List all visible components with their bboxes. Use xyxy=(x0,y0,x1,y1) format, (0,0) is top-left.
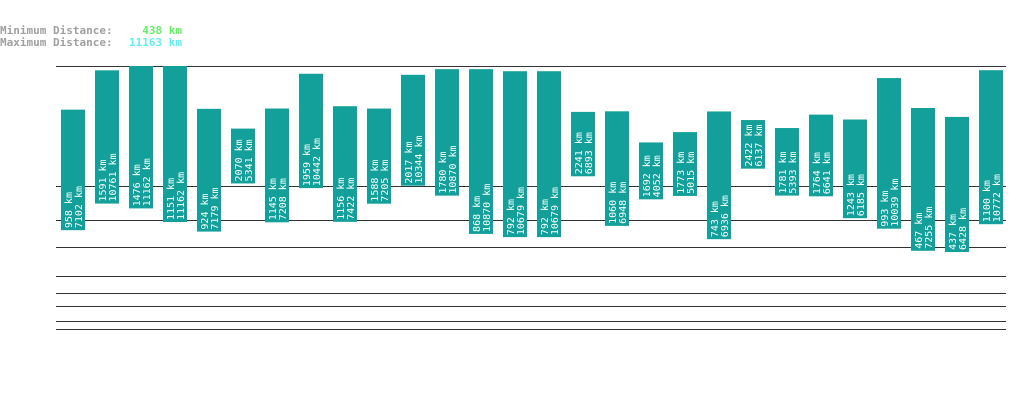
low-label: 1243 km xyxy=(846,174,857,216)
low-label: 1959 km xyxy=(302,144,313,186)
bar xyxy=(673,132,697,196)
high-label: 10442 km xyxy=(312,138,323,186)
low-label: 1156 km xyxy=(336,178,347,220)
high-label: 5015 km xyxy=(686,152,697,194)
high-label: 7179 km xyxy=(210,187,221,229)
low-label: 1151 km xyxy=(166,178,177,220)
bar xyxy=(571,111,595,177)
high-label: 6137 km xyxy=(754,125,765,167)
low-label: 958 km xyxy=(64,192,75,228)
low-label: 2017 km xyxy=(404,142,415,184)
high-label: 7422 km xyxy=(346,178,357,220)
low-label: 1476 km xyxy=(132,164,143,206)
summary-value: 11163 km xyxy=(129,36,182,49)
bar xyxy=(197,108,221,232)
high-label: 4052 km xyxy=(652,155,663,197)
bar xyxy=(163,66,187,223)
high-label: 7102 km xyxy=(74,186,85,228)
summary-label: Maximum Distance: xyxy=(0,36,113,49)
high-label: 10772 km xyxy=(992,174,1003,222)
low-label: 868 km xyxy=(472,196,483,232)
high-label: 6641 km xyxy=(822,152,833,194)
high-label: 5341 km xyxy=(244,139,255,181)
bar xyxy=(435,69,459,196)
high-label: 11162 km xyxy=(142,158,153,206)
high-label: 6185 km xyxy=(856,174,867,216)
low-label: 2422 km xyxy=(744,125,755,167)
high-label: 6428 km xyxy=(958,208,969,250)
bar xyxy=(367,108,391,204)
high-label: 6948 km xyxy=(618,182,629,224)
bar xyxy=(639,142,663,200)
bar xyxy=(979,70,1003,225)
high-label: 10039 km xyxy=(890,179,901,227)
low-label: 1060 km xyxy=(608,182,619,224)
high-label: 10344 km xyxy=(414,136,425,184)
bar xyxy=(605,111,629,226)
summary-label: Minimum Distance: xyxy=(0,24,113,37)
high-label: 10679 km xyxy=(550,187,561,235)
high-label: 7208 km xyxy=(278,178,289,220)
high-label: 10679 km xyxy=(516,187,527,235)
high-label: 6936 km xyxy=(720,195,731,237)
low-label: 2241 km xyxy=(574,132,585,174)
high-label: 7205 km xyxy=(380,160,391,202)
high-label: 10761 km xyxy=(108,153,119,201)
low-label: 792 km xyxy=(540,199,551,235)
high-label: 7255 km xyxy=(924,207,935,249)
low-label: 2070 km xyxy=(234,139,245,181)
bar xyxy=(61,109,85,231)
bar xyxy=(707,111,731,240)
summary-value: 438 km xyxy=(142,24,182,37)
bar xyxy=(469,69,493,234)
low-label: 1588 km xyxy=(370,160,381,202)
high-label: 5393 km xyxy=(788,151,799,193)
bar xyxy=(877,78,901,229)
low-label: 1780 km xyxy=(438,151,449,193)
low-label: 1591 km xyxy=(98,159,109,201)
bar xyxy=(775,128,799,196)
bar xyxy=(537,71,561,238)
bar xyxy=(333,106,357,222)
low-label: 993 km xyxy=(880,191,891,227)
bar xyxy=(231,128,255,184)
low-label: 743 km xyxy=(710,201,721,237)
bar xyxy=(843,119,867,219)
bar xyxy=(809,114,833,197)
bar xyxy=(299,73,323,189)
low-label: 1764 km xyxy=(812,152,823,194)
low-label: 1100 km xyxy=(982,180,993,222)
low-label: 792 km xyxy=(506,199,517,235)
high-label: 6893 km xyxy=(584,132,595,174)
high-label: 11162 km xyxy=(176,172,187,220)
high-label: 10870 km xyxy=(448,145,459,193)
low-label: 1692 km xyxy=(642,155,653,197)
low-label: 1145 km xyxy=(268,178,279,220)
bar xyxy=(265,108,289,223)
high-label: 10870 km xyxy=(482,184,493,232)
low-label: 924 km xyxy=(200,193,211,229)
low-label: 437 km xyxy=(948,214,959,250)
bar xyxy=(945,116,969,253)
bar xyxy=(741,120,765,169)
bar xyxy=(911,108,935,251)
low-label: 1781 km xyxy=(778,151,789,193)
bar xyxy=(95,70,119,204)
bar xyxy=(503,71,527,238)
low-label: 1773 km xyxy=(676,152,687,194)
bar xyxy=(129,66,153,209)
low-label: 467 km xyxy=(914,213,925,249)
bar xyxy=(401,74,425,186)
